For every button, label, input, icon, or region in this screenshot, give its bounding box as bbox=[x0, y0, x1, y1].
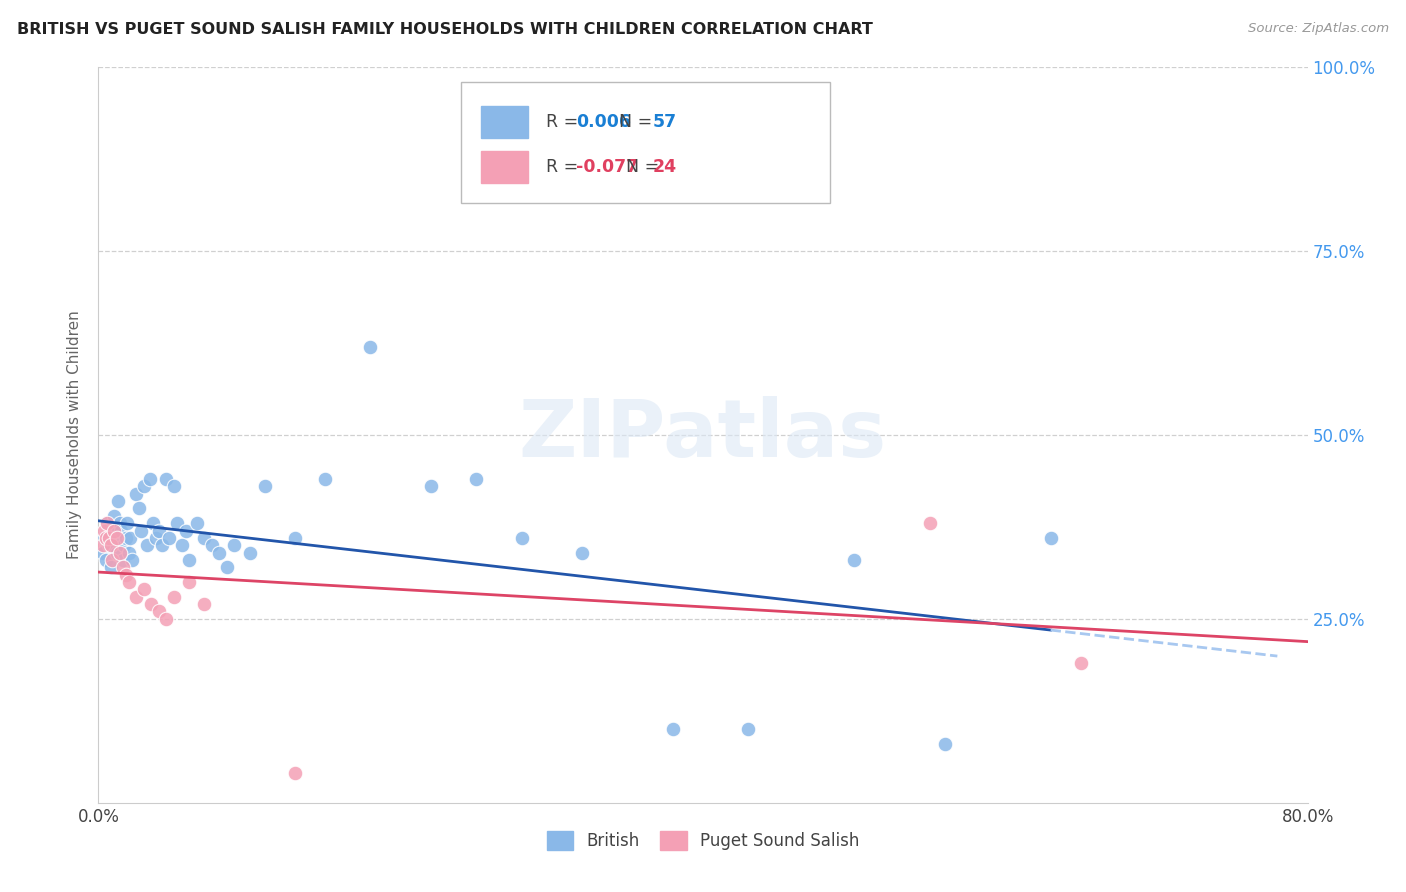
Point bbox=[145, 531, 167, 545]
Point bbox=[103, 508, 125, 523]
Point bbox=[98, 538, 121, 552]
Point bbox=[108, 545, 131, 560]
Point bbox=[150, 538, 173, 552]
Text: Source: ZipAtlas.com: Source: ZipAtlas.com bbox=[1249, 22, 1389, 36]
Point bbox=[96, 516, 118, 530]
Point bbox=[105, 531, 128, 545]
Point bbox=[141, 597, 163, 611]
Point bbox=[125, 590, 148, 604]
Point bbox=[284, 766, 307, 780]
Point bbox=[208, 545, 231, 560]
Text: R =: R = bbox=[546, 159, 583, 177]
Point bbox=[111, 553, 134, 567]
Point bbox=[94, 531, 117, 545]
Point bbox=[253, 479, 276, 493]
Point bbox=[201, 538, 224, 552]
Point bbox=[114, 531, 136, 545]
Point bbox=[1039, 531, 1062, 545]
Point bbox=[174, 524, 197, 538]
Point bbox=[148, 524, 170, 538]
Point bbox=[129, 524, 152, 538]
Point bbox=[93, 524, 115, 538]
Point bbox=[163, 590, 186, 604]
Point bbox=[101, 524, 124, 538]
Text: ZIPatlas: ZIPatlas bbox=[519, 396, 887, 474]
Point bbox=[132, 582, 155, 597]
Point bbox=[112, 538, 135, 552]
Text: BRITISH VS PUGET SOUND SALISH FAMILY HOUSEHOLDS WITH CHILDREN CORRELATION CHART: BRITISH VS PUGET SOUND SALISH FAMILY HOU… bbox=[17, 22, 873, 37]
Point bbox=[118, 545, 141, 560]
Point bbox=[121, 553, 143, 567]
Point bbox=[159, 531, 181, 545]
Point bbox=[114, 567, 136, 582]
Point bbox=[193, 597, 215, 611]
Text: 0.006: 0.006 bbox=[576, 112, 631, 131]
Point bbox=[510, 531, 533, 545]
Point bbox=[193, 531, 215, 545]
Point bbox=[155, 612, 177, 626]
Point bbox=[239, 545, 262, 560]
Point bbox=[93, 531, 115, 545]
Point bbox=[179, 553, 201, 567]
Point bbox=[135, 538, 157, 552]
Y-axis label: Family Households with Children: Family Households with Children bbox=[67, 310, 83, 559]
Point bbox=[139, 472, 162, 486]
Point bbox=[100, 538, 122, 552]
Point bbox=[284, 531, 307, 545]
Point bbox=[98, 531, 121, 545]
Point bbox=[314, 472, 336, 486]
Point bbox=[91, 545, 114, 560]
Point bbox=[360, 340, 382, 354]
Point bbox=[934, 737, 956, 751]
Text: -0.077: -0.077 bbox=[576, 159, 638, 177]
Point bbox=[465, 472, 488, 486]
Point bbox=[148, 605, 170, 619]
Point bbox=[94, 553, 117, 567]
Point bbox=[166, 516, 188, 530]
Point bbox=[118, 575, 141, 590]
Point bbox=[120, 531, 142, 545]
Point bbox=[103, 524, 125, 538]
Legend: British, Puget Sound Salish: British, Puget Sound Salish bbox=[540, 824, 866, 857]
Text: 24: 24 bbox=[652, 159, 676, 177]
Point bbox=[91, 538, 114, 552]
Point bbox=[844, 553, 866, 567]
Point bbox=[1070, 656, 1092, 670]
Point bbox=[224, 538, 246, 552]
Text: 57: 57 bbox=[652, 112, 676, 131]
Text: R =: R = bbox=[546, 112, 583, 131]
FancyBboxPatch shape bbox=[461, 81, 830, 203]
Point bbox=[105, 545, 128, 560]
Point bbox=[110, 524, 132, 538]
Point bbox=[108, 516, 131, 530]
Point bbox=[163, 479, 186, 493]
FancyBboxPatch shape bbox=[481, 152, 527, 184]
Point bbox=[170, 538, 193, 552]
Text: N =: N = bbox=[616, 159, 665, 177]
Point bbox=[128, 501, 150, 516]
Point bbox=[104, 531, 127, 545]
Point bbox=[111, 560, 134, 574]
Point bbox=[107, 494, 129, 508]
Point bbox=[115, 516, 138, 530]
Point bbox=[661, 723, 683, 737]
Point bbox=[100, 560, 122, 574]
Point bbox=[420, 479, 443, 493]
Point bbox=[571, 545, 593, 560]
Text: N =: N = bbox=[609, 112, 658, 131]
Point bbox=[142, 516, 165, 530]
Point bbox=[215, 560, 238, 574]
Point bbox=[155, 472, 177, 486]
Point bbox=[132, 479, 155, 493]
Point bbox=[918, 516, 941, 530]
Point bbox=[186, 516, 208, 530]
Point bbox=[737, 723, 759, 737]
Point bbox=[101, 553, 124, 567]
FancyBboxPatch shape bbox=[481, 106, 527, 137]
Point bbox=[96, 516, 118, 530]
Point bbox=[125, 487, 148, 501]
Point bbox=[179, 575, 201, 590]
